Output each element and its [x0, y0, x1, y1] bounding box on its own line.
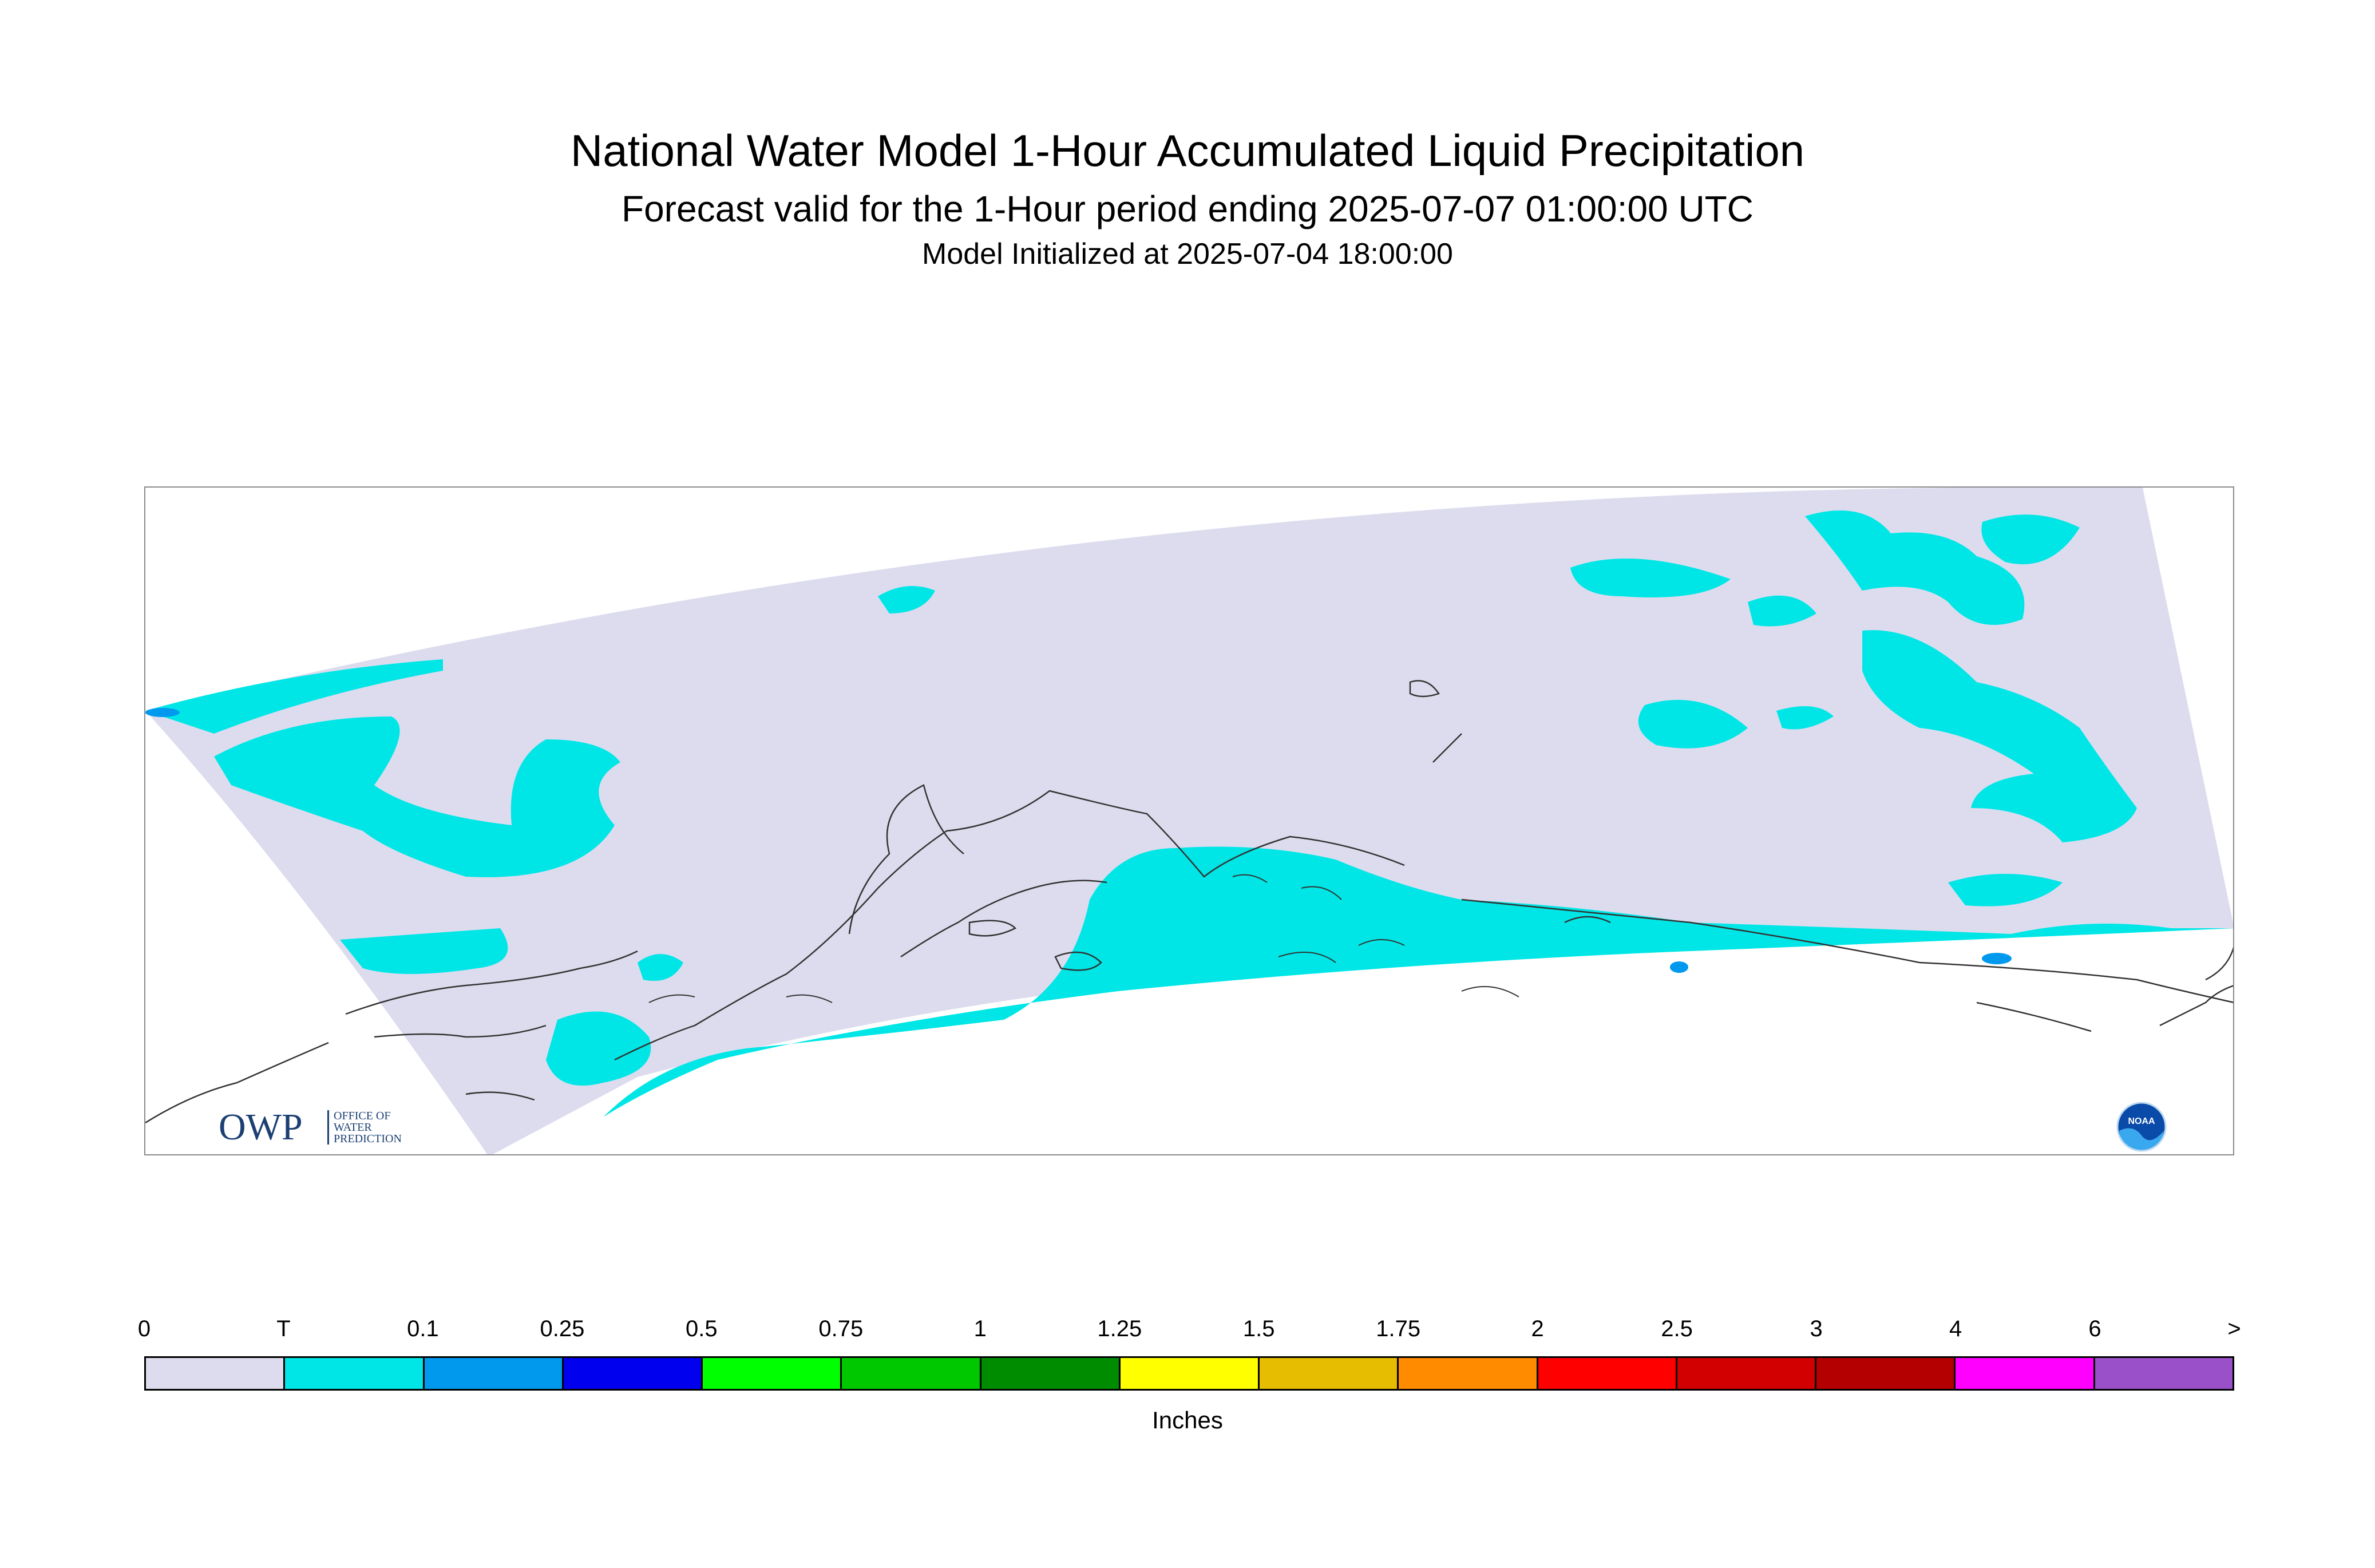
model-init-time: Model Initialized at 2025-07-04 18:00:00 — [922, 237, 1453, 271]
precip-area-ne4 — [1981, 514, 2080, 564]
precip-area-south — [546, 1011, 651, 1086]
precip-area-island — [878, 586, 935, 613]
precip-area-east3 — [1948, 874, 2063, 906]
owp-logo-line3: PREDICTION — [334, 1133, 402, 1145]
coast-island5 — [1564, 916, 1611, 924]
precip-area-nw — [145, 659, 443, 734]
coast-east-land — [2159, 985, 2233, 1027]
legend-tick-label: > — [2227, 1316, 2241, 1341]
legend-tick-label: 1.75 — [1376, 1316, 1421, 1341]
owp-logo-line1: OFFICE OF — [334, 1110, 391, 1122]
legend-tick-label: 3 — [1810, 1316, 1823, 1341]
legend-swatch — [563, 1358, 703, 1389]
legend-swatch — [1677, 1358, 1817, 1389]
legend-swatch — [1956, 1358, 2095, 1389]
map-subtitle: Forecast valid for the 1-Hour period end… — [621, 188, 1754, 229]
precip-area-sw — [340, 928, 508, 974]
legend-tick-label: 2.5 — [1661, 1316, 1693, 1341]
coast-island1 — [968, 920, 1017, 937]
precip-area-ne5 — [1862, 630, 2137, 842]
owp-logo-line2: WATER — [334, 1121, 372, 1134]
legend-colorbar — [144, 1356, 2234, 1391]
coast-south-alaska — [1461, 898, 2233, 1003]
legend-tick-label: 0.5 — [686, 1316, 718, 1341]
precip-area-coast — [603, 846, 2233, 1117]
precipitation-map — [145, 488, 2233, 1154]
precip-area-west — [214, 716, 620, 877]
coast-island6 — [465, 1091, 535, 1101]
owp-logo-text: OWP — [219, 1106, 303, 1148]
coastal-islands — [648, 874, 1519, 1003]
legend-swatch — [703, 1358, 842, 1389]
precip-trace-areas — [145, 510, 2233, 1117]
legend-swatch — [2095, 1358, 2232, 1389]
legend-swatch — [1120, 1358, 1260, 1389]
noaa-logo: NOAA — [2116, 1101, 2167, 1153]
map-panel: OWP OFFICE OF WATER PREDICTION NOAA — [144, 486, 2234, 1155]
legend-tick-label: 1.5 — [1242, 1316, 1275, 1341]
legend-tick-label: 6 — [2088, 1316, 2101, 1341]
coast-alaska-north — [614, 790, 1405, 1061]
noaa-logo-text: NOAA — [2128, 1116, 2155, 1126]
legend-tick-label: 0.25 — [540, 1316, 585, 1341]
legend-tick-label: 0 — [137, 1316, 151, 1341]
legend-swatch — [424, 1358, 564, 1389]
coast-siberia-c — [145, 1042, 329, 1124]
legend-tick-label: 1.25 — [1097, 1316, 1142, 1341]
coast-island3 — [1409, 680, 1440, 698]
legend-tick-labels: 0 T 0.1 0.25 0.5 0.75 1 1.25 1.5 1.75 2 2.5 3 4 6 > — [0, 1316, 2375, 1351]
coast-island2 — [1054, 951, 1102, 971]
owp-logo: OWP OFFICE OF WATER PREDICTION — [219, 1106, 436, 1151]
legend-units: Inches — [1152, 1407, 1223, 1434]
map-title: National Water Model 1-Hour Accumulated … — [570, 125, 1805, 176]
legend-swatch — [1816, 1358, 1956, 1389]
coast-island4 — [1432, 733, 1462, 763]
coast-siberia-a — [345, 950, 638, 1015]
legend-swatch — [285, 1358, 425, 1389]
legend-swatch — [146, 1358, 286, 1389]
precip-area-east2 — [1776, 706, 1834, 730]
precip-area-east1 — [1638, 700, 1748, 749]
model-domain — [145, 488, 2233, 1154]
legend-swatch — [1260, 1358, 1399, 1389]
coast-east — [2205, 947, 2233, 981]
coast-island7 — [1976, 1001, 2092, 1032]
legend-tick-label: 2 — [1531, 1316, 1544, 1341]
coastlines — [145, 680, 2233, 1124]
legend-tick-label: 1 — [973, 1316, 987, 1341]
coast-alaska-west — [848, 784, 964, 935]
precip-area-ne2 — [1748, 595, 1816, 627]
precip-area-small1 — [638, 954, 683, 981]
legend-swatch — [1399, 1358, 1538, 1389]
legend-swatch — [1538, 1358, 1677, 1389]
precip-area-ne3 — [1805, 510, 2025, 625]
precip-light-areas — [145, 708, 2012, 973]
legend-tick-label: 0.75 — [818, 1316, 864, 1341]
legend-swatch — [981, 1358, 1121, 1389]
legend-swatch — [842, 1358, 981, 1389]
precip-area-ne1 — [1570, 559, 1731, 597]
legend-tick-label: 4 — [1949, 1316, 1962, 1341]
coast-siberia-b — [374, 1024, 547, 1038]
legend-tick-label: 0.1 — [407, 1316, 439, 1341]
coast-bay — [900, 880, 1107, 958]
legend-tick-label: T — [276, 1316, 291, 1341]
noaa-logo-icon: NOAA — [2116, 1102, 2167, 1152]
